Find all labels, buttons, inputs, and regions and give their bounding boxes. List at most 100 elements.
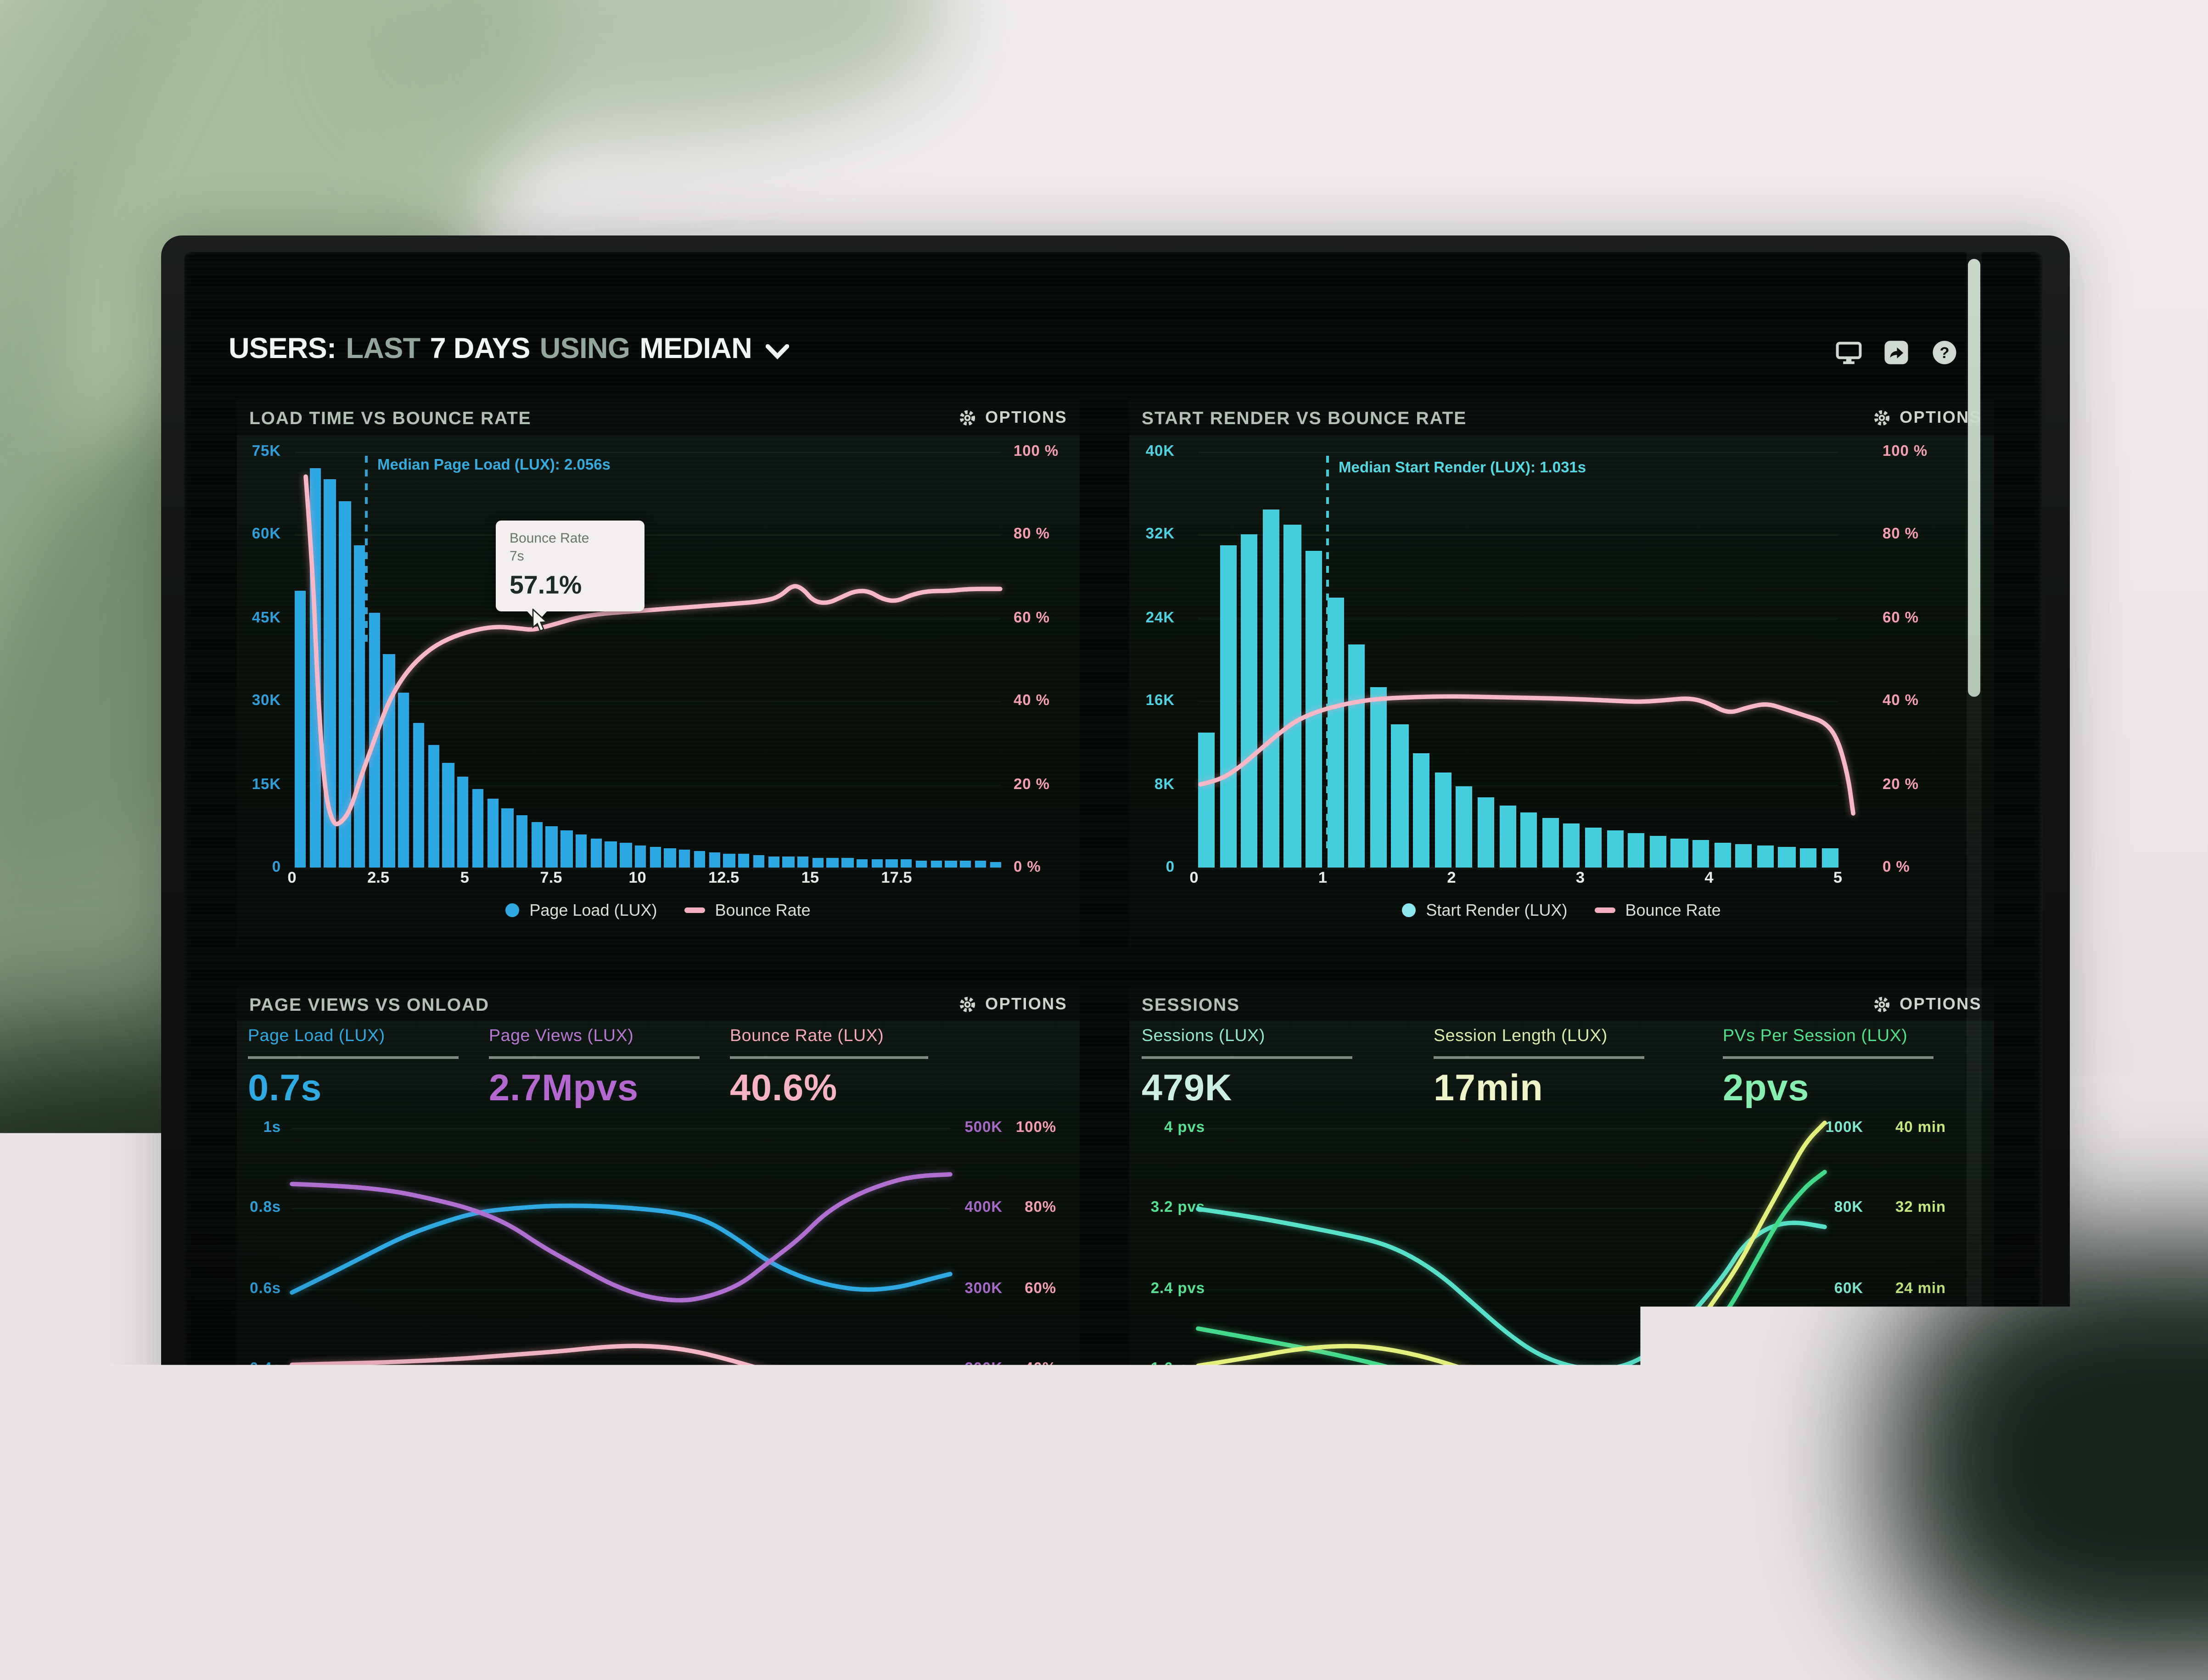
- gear-icon: [959, 409, 977, 426]
- metric-session-length: Session Length (LUX) 17min: [1434, 1026, 1644, 1109]
- laptop: USERS: LAST 7 DAYS USING MEDIAN ?: [161, 235, 2070, 1472]
- scrollbar-thumb[interactable]: [1968, 259, 1980, 697]
- header-toolbar: ?: [1834, 339, 1958, 366]
- start-render-histogram[interactable]: [1198, 452, 1838, 868]
- legend-item[interactable]: Bounce Rate: [1595, 901, 1720, 920]
- x-axis: 012345: [1194, 870, 1838, 890]
- tooltip-series: Bounce Rate: [510, 530, 631, 548]
- options-label: OPTIONS: [985, 994, 1067, 1014]
- metric-underline: [489, 1056, 700, 1058]
- metric-label: Sessions (LUX): [1142, 1026, 1352, 1045]
- metric-underline: [1142, 1056, 1352, 1058]
- metric-label: Page Views (LUX): [489, 1026, 700, 1045]
- panel-header: PAGE VIEWS VS ONLOAD OPTIONS: [237, 987, 1080, 1020]
- legend-dash-pink: [1595, 907, 1615, 913]
- metric-label: Session Length (LUX): [1434, 1026, 1644, 1045]
- panel-header: SESSIONS OPTIONS: [1129, 987, 1994, 1020]
- y-axis-left: 75K 60K 45K 30K 15K 0: [220, 452, 281, 868]
- median-line: [1326, 456, 1329, 855]
- x-axis: 0 2.5 5 7.5 10 12.5 15 17.5: [292, 870, 897, 890]
- help-icon[interactable]: ?: [1931, 339, 1958, 366]
- panel-header: LOAD TIME VS BOUNCE RATE OPTIONS: [237, 399, 1080, 435]
- legend-item[interactable]: Page Load (LUX): [506, 901, 657, 920]
- y-axis-right: 100 % 80 % 60 % 40 % 20 % 0 %: [1883, 452, 1954, 868]
- metric-value: 479K: [1142, 1067, 1352, 1109]
- y-axis-right-bounce: 100% 80% 60% 40%: [1009, 1128, 1056, 1369]
- gear-icon: [1873, 995, 1891, 1013]
- panel-title: START RENDER VS BOUNCE RATE: [1142, 407, 1467, 428]
- brand-label: MacBook Pro: [1070, 1458, 1161, 1475]
- y-axis-right: 100 % 80 % 60 % 40 % 20 % 0 %: [1014, 452, 1082, 868]
- options-label: OPTIONS: [985, 408, 1067, 427]
- gridlines: [1198, 1128, 1825, 1369]
- median-label: Median Start Render (LUX): 1.031s: [1339, 460, 1586, 476]
- options-button[interactable]: OPTIONS: [1873, 408, 1982, 427]
- page-scrollbar[interactable]: [1967, 252, 1982, 1428]
- panel-title: SESSIONS: [1142, 994, 1240, 1014]
- gridlines: [292, 1128, 950, 1369]
- header-part: 7 DAYS: [430, 333, 530, 366]
- photo-stage: USERS: LAST 7 DAYS USING MEDIAN ?: [0, 0, 2208, 1472]
- dashboard-screen: USERS: LAST 7 DAYS USING MEDIAN ?: [185, 252, 2042, 1428]
- panel-sessions: SESSIONS OPTIONS Sessions (LUX) 479K Ses…: [1129, 987, 1994, 1428]
- legend-label: Bounce Rate: [715, 901, 811, 920]
- options-button[interactable]: OPTIONS: [1873, 994, 1982, 1014]
- legend-label: Start Render (LUX): [1426, 901, 1567, 920]
- panel-load-time-vs-bounce-rate: LOAD TIME VS BOUNCE RATE OPTIONS 75K 60K 4…: [237, 399, 1080, 947]
- legend-item[interactable]: Bounce Rate: [685, 901, 811, 920]
- metric-underline: [248, 1056, 459, 1058]
- notification-badge: 4: [1936, 1314, 1965, 1343]
- panel-header: START RENDER VS BOUNCE RATE OPTIONS: [1129, 399, 1994, 435]
- y-axis-left: 1s 0.8s 0.6s 0.4s: [207, 1128, 281, 1369]
- mouse-cursor: [532, 609, 549, 640]
- tooltip-x-value: 7s: [510, 548, 631, 566]
- legend: Page Load (LUX) Bounce Rate: [237, 901, 1080, 920]
- panel-title: LOAD TIME VS BOUNCE RATE: [249, 407, 532, 428]
- metric-value: 2pvs: [1723, 1067, 1933, 1109]
- metric-value: 40.6%: [730, 1067, 928, 1109]
- metric-bounce-rate: Bounce Rate (LUX) 40.6%: [730, 1026, 928, 1109]
- header-part: USERS:: [229, 333, 336, 366]
- options-button[interactable]: OPTIONS: [959, 408, 1067, 427]
- gear-icon: [959, 995, 977, 1013]
- median-label: Median Page Load (LUX): 2.056s: [377, 457, 611, 474]
- chart-tooltip: Bounce Rate 7s 57.1%: [496, 521, 644, 611]
- median-line: [365, 456, 368, 649]
- metric-pvs-per-session: PVs Per Session (LUX) 2pvs: [1723, 1026, 1933, 1109]
- metric-underline: [730, 1056, 928, 1058]
- metric-sessions: Sessions (LUX) 479K: [1142, 1026, 1352, 1109]
- header-part: USING: [540, 333, 630, 366]
- metric-value: 17min: [1434, 1067, 1644, 1109]
- laptop-chin: MacBook Pro: [161, 1428, 2070, 1475]
- legend-label: Page Load (LUX): [529, 901, 657, 920]
- legend-label: Bounce Rate: [1625, 901, 1720, 920]
- panel-start-render-vs-bounce-rate: START RENDER VS BOUNCE RATE OPTIONS 40K 3…: [1129, 399, 1994, 947]
- metric-label: Page Load (LUX): [248, 1026, 459, 1045]
- display-icon[interactable]: [1834, 339, 1862, 366]
- chat-bubble-icon: [1904, 1346, 1941, 1383]
- metric-page-views: Page Views (LUX) 2.7Mpvs: [489, 1026, 700, 1109]
- metric-label: Bounce Rate (LUX): [730, 1026, 928, 1045]
- legend-dot-cyan: [1402, 903, 1416, 917]
- metric-underline: [1434, 1056, 1644, 1058]
- gear-icon: [1873, 409, 1891, 426]
- page-load-histogram[interactable]: [295, 452, 1001, 868]
- metric-underline: [1723, 1056, 1933, 1058]
- users-period-dropdown[interactable]: USERS: LAST 7 DAYS USING MEDIAN: [229, 332, 789, 368]
- legend-dash-pink: [685, 907, 706, 913]
- panel-title: PAGE VIEWS VS ONLOAD: [249, 994, 489, 1014]
- metric-value: 2.7Mpvs: [489, 1067, 700, 1109]
- metric-label: PVs Per Session (LUX): [1723, 1026, 1933, 1045]
- legend: Start Render (LUX) Bounce Rate: [1129, 901, 1994, 920]
- header-part: LAST: [346, 333, 420, 366]
- legend-item[interactable]: Start Render (LUX): [1402, 901, 1567, 920]
- y-axis-left: 40K 32K 24K 16K 8K 0: [1115, 452, 1175, 868]
- metric-value: 0.7s: [248, 1067, 459, 1109]
- panel-page-views-vs-onload: PAGE VIEWS VS ONLOAD OPTIONS Page Load (…: [237, 987, 1080, 1428]
- tooltip-value: 57.1%: [510, 570, 631, 600]
- options-button[interactable]: OPTIONS: [959, 994, 1067, 1014]
- share-icon[interactable]: [1883, 339, 1910, 366]
- header-part: MEDIAN: [639, 333, 752, 366]
- y-axis-left: 4 pvs 3.2 pvs 2.4 pvs 1.6 pvs: [1088, 1128, 1205, 1369]
- svg-text:?: ?: [1939, 344, 1949, 362]
